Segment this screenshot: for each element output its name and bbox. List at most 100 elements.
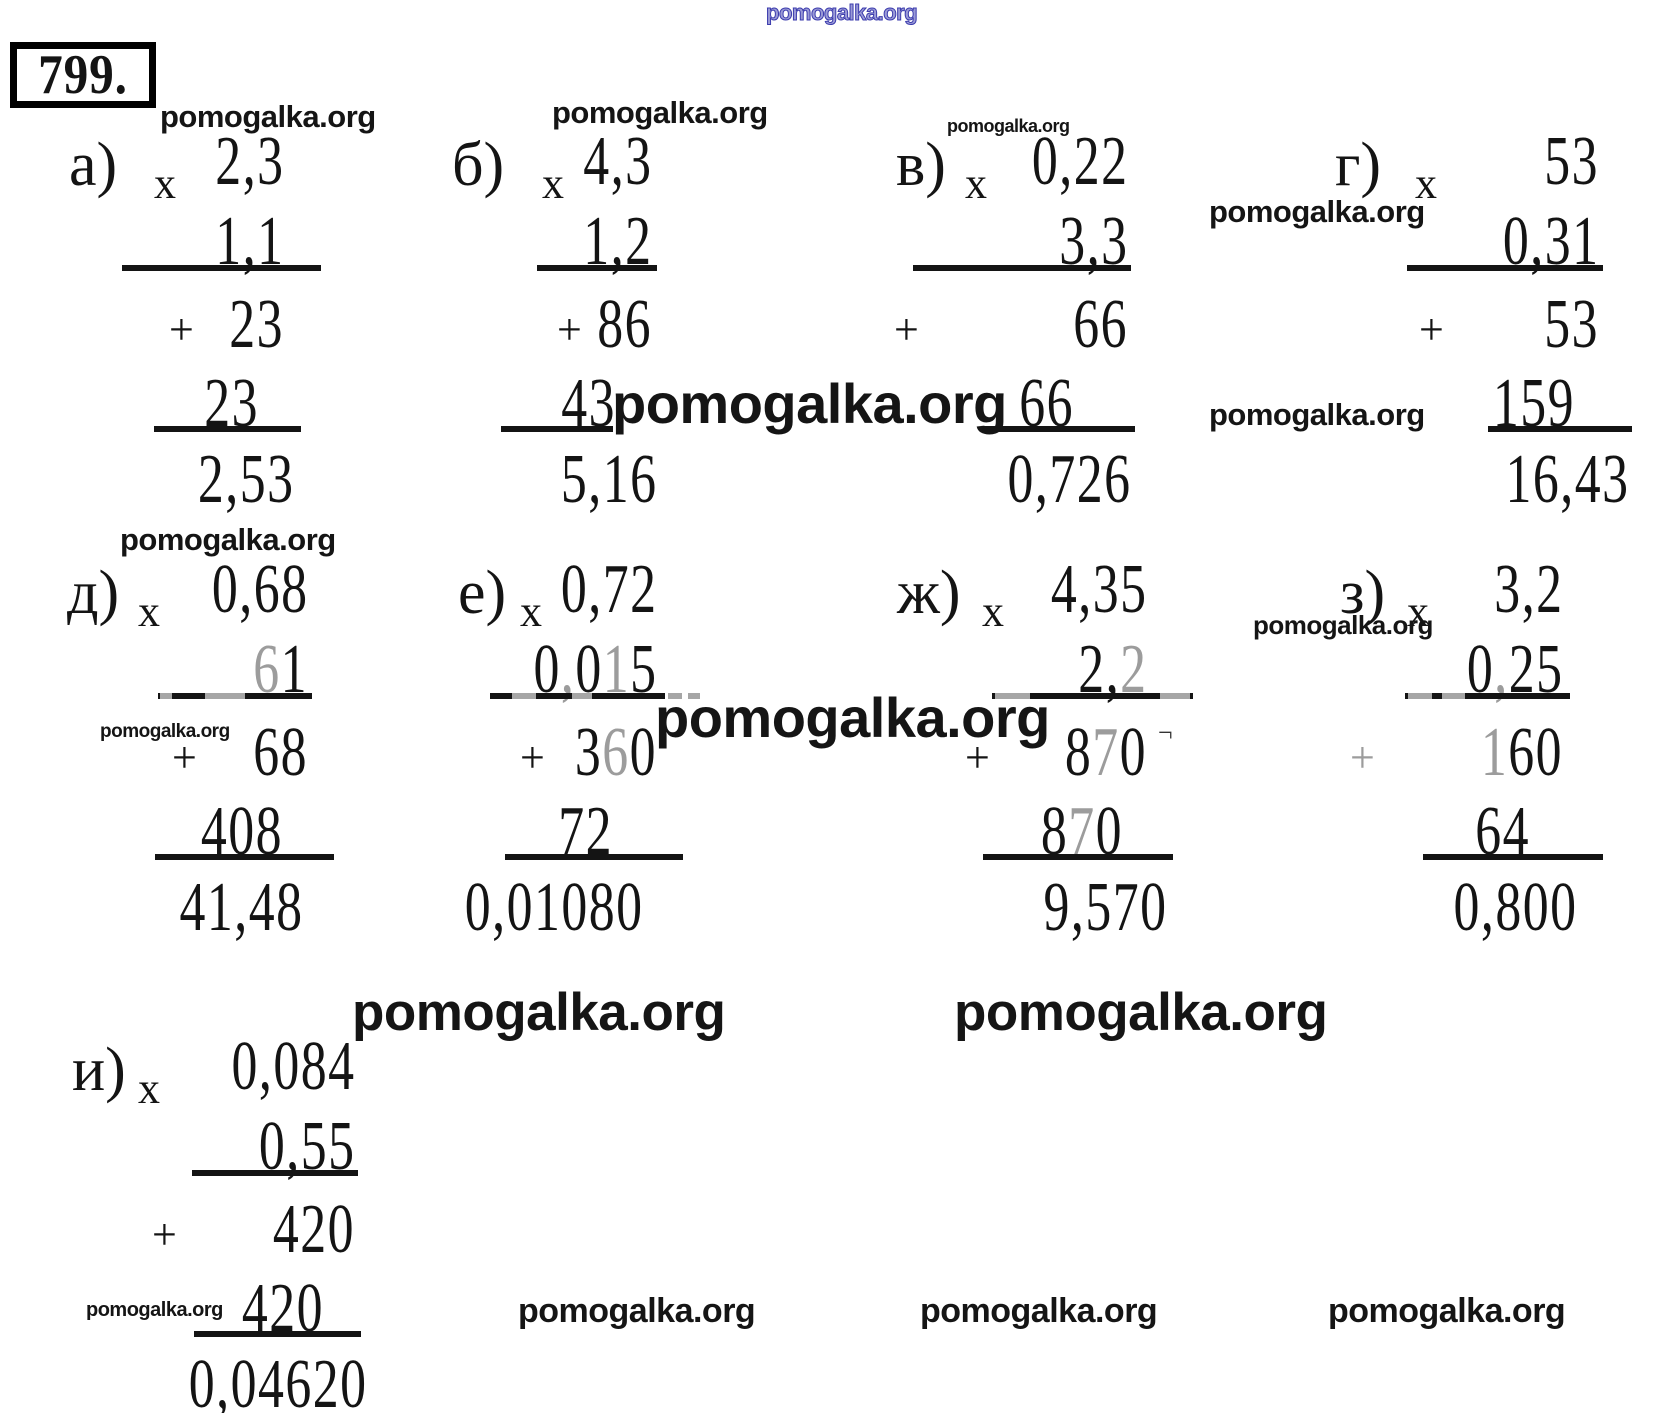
- problem-label: г): [1335, 131, 1382, 199]
- plus-sign: +: [172, 733, 197, 782]
- line-artifact: [512, 693, 536, 699]
- multiplicand: 0,72: [560, 551, 657, 628]
- problem-v: в) x + 0,22 3,3 66 66 0,726: [880, 127, 1173, 536]
- multiplier: 0,55: [258, 1108, 355, 1185]
- plus-sign: +: [1350, 733, 1375, 782]
- multiplier: 61: [253, 631, 308, 708]
- multiplicand: 3,2: [1493, 551, 1563, 628]
- watermark: pomogalka.org: [518, 1292, 756, 1330]
- partial-product-1: 68: [253, 714, 308, 791]
- multiplier: 2,2: [1077, 631, 1147, 708]
- problem-label: в): [896, 131, 946, 199]
- watermark: pomogalka.org: [920, 1292, 1158, 1330]
- result: 0,01080: [464, 869, 643, 946]
- partial-product-1: 86: [597, 286, 652, 363]
- problem-label: а): [69, 131, 118, 199]
- multiply-sign: x: [1415, 159, 1437, 208]
- result: 16,43: [1505, 441, 1629, 518]
- multiply-sign: x: [154, 159, 176, 208]
- multiplier: 0,25: [1466, 631, 1563, 708]
- line-artifact: [1160, 693, 1190, 699]
- multiplicand: 0,084: [231, 1028, 355, 1105]
- watermark: pomogalka.org: [765, 0, 918, 25]
- watermark: pomogalka.org: [552, 95, 768, 130]
- watermark: pomogalka.org: [100, 721, 230, 742]
- multiplicand: 4,35: [1050, 551, 1147, 628]
- watermark: pomogalka.org: [86, 1299, 223, 1321]
- sum-line: [505, 854, 683, 860]
- multiply-sign: x: [138, 587, 160, 636]
- problem-b: б) x + 4,3 1,2 86 43 5,16: [445, 127, 697, 536]
- sum-line: [1488, 426, 1632, 432]
- multiplication-line: [992, 693, 1193, 699]
- problem-e: е) x + 0,72 0,015 360 72 0,01080: [450, 555, 702, 964]
- watermark: pomogalka.org: [120, 522, 336, 557]
- result: 0,726: [1007, 441, 1131, 518]
- watermark: pomogalka.org: [655, 686, 1050, 749]
- plus-sign: +: [965, 733, 990, 782]
- multiplication-line: [1405, 693, 1570, 699]
- multiplicand: 53: [1544, 123, 1599, 200]
- plus-sign: +: [1419, 305, 1444, 354]
- multiplication-line: [1407, 265, 1603, 271]
- watermark: pomogalka.org: [160, 99, 376, 134]
- plus-sign: +: [894, 305, 919, 354]
- partial-product-1: 420: [272, 1191, 355, 1268]
- watermark: pomogalka.org: [947, 116, 1070, 136]
- multiply-sign: x: [138, 1064, 160, 1113]
- multiply-sign: x: [542, 159, 564, 208]
- sum-line: [1423, 854, 1603, 860]
- partial-product-1: 160: [1480, 714, 1563, 791]
- watermark: pomogalka.org: [352, 983, 726, 1042]
- partial-product-1: 53: [1544, 286, 1599, 363]
- line-artifact: [205, 693, 245, 699]
- result: 0,800: [1453, 869, 1577, 946]
- multiply-sign: x: [520, 587, 542, 636]
- sum-line: [194, 1331, 361, 1337]
- problem-label: з): [1340, 559, 1386, 627]
- line-artifact: [688, 693, 700, 699]
- watermark: pomogalka.org: [954, 983, 1328, 1042]
- line-artifact: [160, 693, 172, 699]
- problem-z: з) x + 3,2 0,25 160 64 0,800: [1335, 555, 1608, 964]
- watermark: pomogalka.org: [1328, 1292, 1566, 1330]
- multiplicand: 2,3: [214, 123, 284, 200]
- problem-label: е): [458, 559, 507, 627]
- watermark: pomogalka.org: [1209, 194, 1425, 229]
- multiplier: 0,015: [533, 631, 657, 708]
- plus-sign: +: [557, 305, 582, 354]
- sum-line: [155, 854, 334, 860]
- result: 2,53: [197, 441, 294, 518]
- plus-sign: +: [152, 1210, 177, 1259]
- multiplier: 1,2: [582, 203, 652, 280]
- problem-a: а) x + 2,3 1,1 23 23 2,53: [62, 127, 329, 536]
- sum-line: [983, 854, 1173, 860]
- multiplication-line: [537, 265, 657, 271]
- sum-line: [154, 426, 301, 432]
- problem-label: д): [67, 559, 120, 627]
- multiplication-line: [192, 1170, 358, 1176]
- problem-g: г) x + 53 0,31 53 159 16,43: [1330, 127, 1644, 536]
- multiplicand: 0,22: [1031, 123, 1128, 200]
- line-artifact: [995, 693, 1030, 699]
- watermark: pomogalka.org: [1253, 610, 1433, 640]
- multiplication-line: [122, 265, 321, 271]
- problem-number: 799.: [38, 44, 128, 106]
- line-artifact: [1442, 693, 1465, 699]
- problem-label: б): [452, 131, 505, 199]
- multiplicand: 0,68: [211, 551, 308, 628]
- result: 41,48: [179, 869, 303, 946]
- result: 5,16: [560, 441, 657, 518]
- multiply-sign: x: [1407, 587, 1429, 636]
- problem-label: и): [72, 1036, 126, 1104]
- problem-d: д) x + 0,68 61 68 408 41,48: [62, 555, 353, 964]
- problem-zh: ж) x + 4,35 2,2 870 870 9,570: [880, 555, 1193, 964]
- problem-label: ж): [897, 559, 961, 627]
- partial-product-1: 360: [574, 714, 657, 791]
- partial-product-1: 870: [1064, 714, 1147, 791]
- problem-i: и) x + 0,084 0,55 420 420 0,04620: [64, 1032, 400, 1413]
- multiplier: 0,31: [1502, 203, 1599, 280]
- sum-line: [982, 426, 1135, 432]
- multiplier: 3,3: [1058, 203, 1128, 280]
- line-artifact: [572, 693, 592, 699]
